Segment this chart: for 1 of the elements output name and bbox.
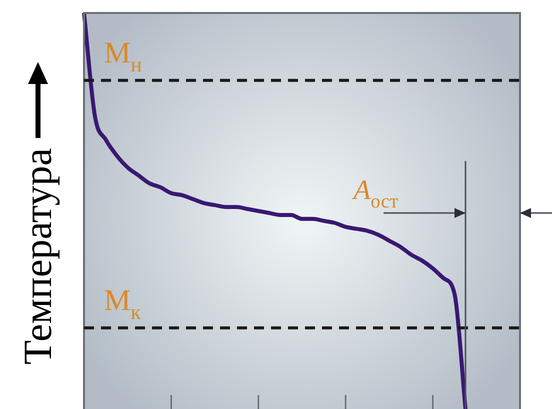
y-axis-title: Температура (15, 148, 60, 365)
